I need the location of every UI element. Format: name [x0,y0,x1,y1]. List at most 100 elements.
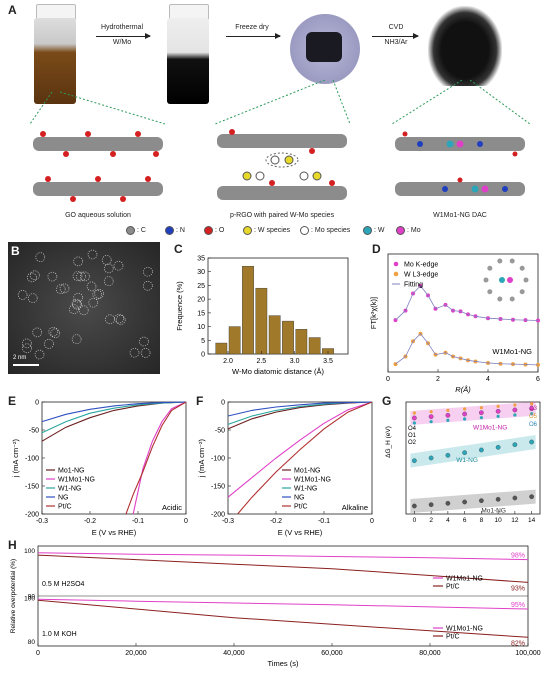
chart-h-xtick-label: 80,000 [419,650,441,657]
chart-g-series-label: W1-NG [456,457,478,464]
chart-d-inset-structure [483,258,529,302]
chart-g-point [428,455,434,461]
atom-pair-circles [17,249,153,360]
chart-e-xtick-label: -0.1 [132,518,144,525]
dac-structure-illustration [395,131,525,196]
chart-g-point [412,503,417,509]
chart-g-point [446,408,450,412]
chart-g-point [512,442,518,448]
chart-h-xtick-label: 100,000 [515,650,540,657]
panel-e-label: E [8,394,17,408]
chart-g-point [428,502,434,508]
chart-c-xtick-label: 3.5 [323,358,333,365]
chart-c-bar [255,287,268,355]
step3-subtext: NH3/Ar [384,39,408,46]
chart-h-legend-label: Pt/C [446,634,460,641]
chart-h-legend-label: W1Mo1-NG [446,626,483,633]
chart-c-ytick-label: 25 [197,283,205,290]
chart-g-point [496,404,500,408]
chart-f-ytick-label: -200 [211,512,225,519]
chart-f-condition-label: Alkaline [342,503,368,512]
caption-p-rgo: p-RGO with paired W-Mo species [229,212,335,219]
chart-f-series-line [227,401,373,425]
chart-c-ytick-label: 10 [197,324,205,331]
go-vial-photo [30,4,80,104]
legend-o: : O [204,226,224,235]
chart-e-lsv-acidic: 0 -50 -100 -150 -200-0.3 -0.2 -0.1 0 E (V vs RHE… [11,400,188,538]
chart-g-site-label: O2 [408,440,417,446]
chart-d-legend-marker [393,271,399,277]
chart-f-ytick-label: -100 [211,456,225,463]
chart-e-legend-label: W1-NG [58,486,81,493]
chart-h-ytick-label: 90 [28,594,36,601]
chart-d-sample-label: W1Mo1-NG [492,347,532,356]
chart-g-point [412,411,416,415]
chart-e-condition-label: Acidic [162,503,182,512]
chart-g-site-label: O1 [408,433,417,439]
chart-h-xtick-label: 20,000 [125,650,147,657]
step3-text: CVD [388,24,404,31]
caption-dac: W1Mo1-NG DAC [433,212,487,219]
chart-g-point [462,450,467,456]
chart-g-point [479,447,484,453]
chart-e-series-line [132,401,187,515]
chart-g-point [479,410,484,416]
chart-g-point [530,402,534,406]
chart-h-ytick-label: 100 [24,548,35,555]
chart-f-series-line [227,401,373,498]
chart-g-point [529,406,534,412]
chart-c-ytick-label: 5 [201,338,205,345]
p-rgo-structure-illustration [217,129,347,200]
panel-h-label: H [8,538,17,552]
chart-g-xtick-label: 8 [480,517,484,524]
chart-f-lsv-alkaline: 0 -50 -100 -150 -200-0.3 -0.2 -0.1 0 E (V vs RHE… [197,400,374,538]
chart-e-legend-label: Mo1-NG [58,468,84,475]
chart-c-bar [242,266,254,355]
chart-g-point [479,416,483,420]
caption-go: GO aqueous solution [65,212,131,219]
chart-g-point [412,458,417,464]
chart-e-xtick-label: 0 [184,518,188,525]
chart-g-point [529,494,534,500]
chart-f-xtick-label: -0.2 [270,518,282,525]
haadf-stem-image: B 2 nm [8,242,160,374]
legend-mo-species: : Mo species [300,226,350,235]
chart-f-ytick-label: -50 [215,428,225,435]
chart-h-xtick-label: 40,000 [223,650,245,657]
chart-g-xtick-label: 2 [429,517,433,524]
chart-g-xtick-label: 10 [495,517,503,524]
chart-c-ytick-label: 35 [197,256,205,263]
chart-h-ytick-label: 80 [28,639,36,646]
scale-bar-label: 2 nm [13,355,27,361]
chart-h-xtick-label: 60,000 [321,650,343,657]
chart-c-histogram: 0 5 10 15 20 25 30 35 2.0 2.5 3.0 3.5 W-Mo diatomic … [175,256,349,376]
chart-e-legend-label: NG [58,495,69,502]
chart-h-end-label: 98% [511,553,525,560]
chart-g-point [445,412,451,418]
chart-g-point [513,413,517,417]
chart-g-point [429,410,433,414]
chart-d-xtick-label: 2 [436,376,440,383]
chart-c-bar [282,320,294,355]
panel-d-label: D [372,242,381,256]
chart-e-xlabel: E (V vs RHE) [92,528,137,537]
chart-h-ylabel: Relative overpotential (%) [10,559,17,633]
step1-subtext: W/Mo [112,39,132,46]
chart-c-ylabel: Frequence (%) [175,281,184,331]
chart-g-point [445,452,451,458]
dac-powder-photo [428,6,502,86]
chart-f-xlabel: E (V vs RHE) [278,528,323,537]
chart-f-legend-label: W1-NG [294,486,317,493]
chart-d-xtick-label: 0 [386,376,390,383]
chart-d-fit-line [395,285,539,321]
chart-e-ytick-label: -200 [25,512,39,519]
panel-c-label: C [174,242,183,256]
chart-d-xtick-label: 4 [486,376,490,383]
chart-g-point [463,407,467,411]
legend-n: : N [165,226,185,235]
chart-f-ytick-label: 0 [221,400,225,407]
chart-d-xlabel: R(Å) [455,385,471,394]
chart-d-legend-marker [393,261,399,267]
chart-f-series-line [227,401,373,417]
chart-g-point [412,415,417,421]
